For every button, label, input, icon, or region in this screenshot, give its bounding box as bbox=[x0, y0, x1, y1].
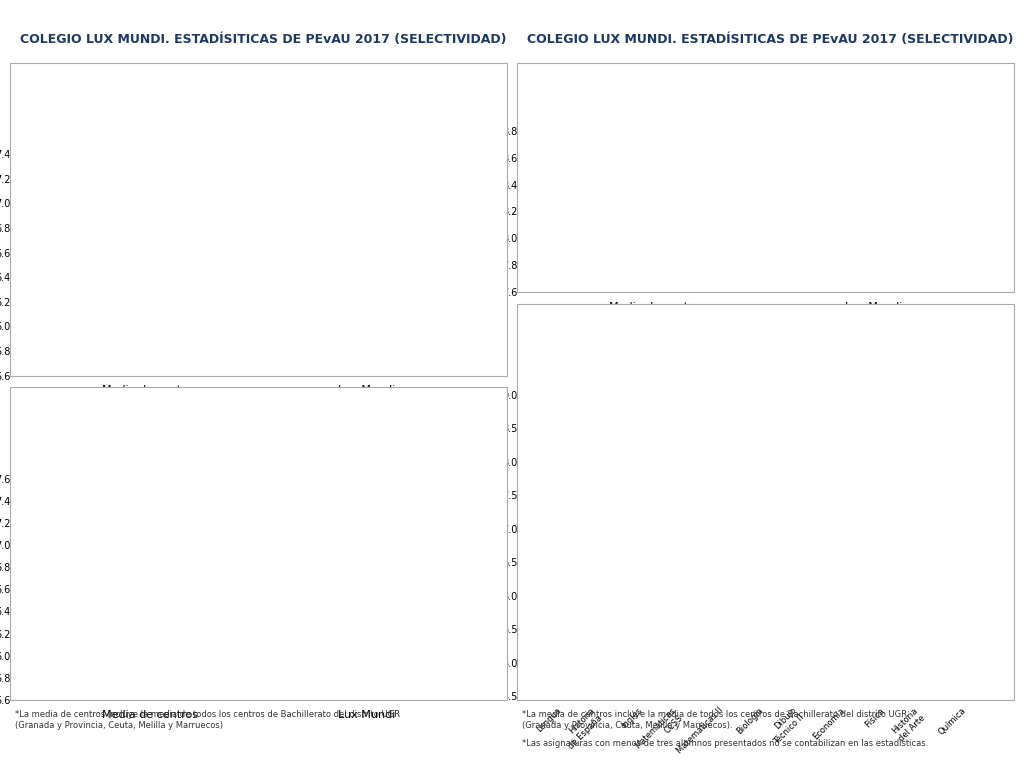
Bar bbox=[608, 243, 706, 765]
FancyBboxPatch shape bbox=[15, 76, 75, 141]
Text: *Las asignaturas con menos de tres alumnos presentados no se contabilizan en las: *Las asignaturas con menos de tres alumn… bbox=[522, 739, 929, 748]
Bar bbox=[711, 505, 725, 765]
Bar bbox=[101, 625, 199, 765]
FancyBboxPatch shape bbox=[15, 400, 75, 465]
Text: Diferencia de medias en la fase de acceso de Lux
Mundi con el resto de centros d: Diferencia de medias en la fase de acces… bbox=[85, 93, 431, 121]
Bar bbox=[684, 555, 698, 765]
Legend: Lux Mundi, Media de centros: Lux Mundi, Media de centros bbox=[896, 399, 999, 429]
Bar bbox=[968, 602, 982, 765]
Bar bbox=[833, 500, 847, 765]
Text: Diferencia de medias en la fase de admisión de Lux
Mundi con el resto de centros: Diferencia de medias en la fase de admis… bbox=[85, 417, 446, 445]
Bar bbox=[318, 495, 416, 765]
FancyBboxPatch shape bbox=[522, 313, 567, 385]
Bar bbox=[725, 579, 739, 765]
Text: COLEGIO LUX MUNDI. ESTADÍSITICAS DE PEvAU 2017 (SELECTIVIDAD): COLEGIO LUX MUNDI. ESTADÍSITICAS DE PEvA… bbox=[527, 33, 1014, 45]
Bar bbox=[872, 454, 887, 765]
Bar bbox=[318, 169, 416, 765]
Bar bbox=[603, 656, 617, 765]
Text: *La media de centros incluye la media de todos los centros de Bachillerato del d: *La media de centros incluye la media de… bbox=[522, 711, 907, 730]
Text: Comparativa notas medias de Lux Mundi
con el resto de centros de Granada por
asi: Comparativa notas medias de Lux Mundi co… bbox=[582, 326, 887, 369]
Bar bbox=[928, 582, 941, 765]
Bar bbox=[847, 549, 860, 765]
Bar bbox=[563, 579, 578, 765]
Bar bbox=[671, 514, 684, 765]
Bar bbox=[765, 552, 779, 765]
FancyBboxPatch shape bbox=[522, 73, 582, 120]
Bar bbox=[825, 154, 923, 765]
Bar bbox=[101, 304, 199, 765]
Text: *La media de centros incluye la media de todos los centros de Bachillerato del d: *La media de centros incluye la media de… bbox=[15, 711, 400, 730]
Bar bbox=[590, 510, 603, 765]
Bar bbox=[806, 597, 820, 765]
Bar bbox=[752, 441, 765, 765]
Bar bbox=[792, 514, 806, 765]
Bar bbox=[644, 529, 658, 765]
Bar bbox=[913, 527, 928, 765]
Text: COLEGIO LUX MUNDI. ESTADÍSITICAS DE PEvAU 2017 (SELECTIVIDAD): COLEGIO LUX MUNDI. ESTADÍSITICAS DE PEvA… bbox=[20, 33, 507, 45]
Bar bbox=[953, 500, 968, 765]
Bar bbox=[887, 623, 901, 765]
Bar bbox=[549, 558, 563, 765]
Bar bbox=[630, 436, 644, 765]
Text: Diferencia de medias entre los expedientes de Lux
Mundi con el resto de centros : Diferencia de medias entre los expedient… bbox=[592, 81, 948, 109]
